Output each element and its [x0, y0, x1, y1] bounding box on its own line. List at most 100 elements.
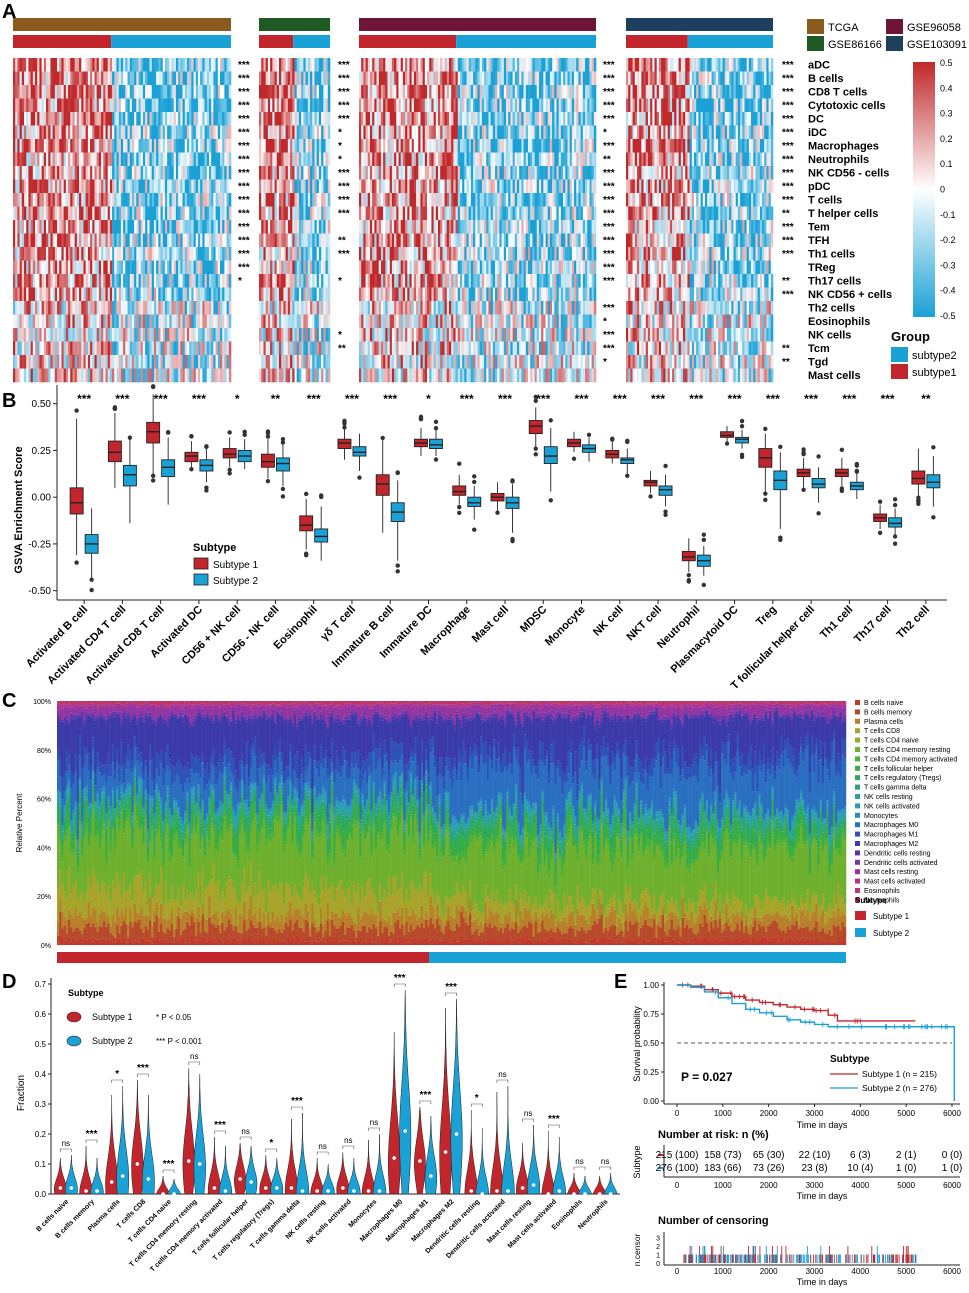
heat-cell [574, 152, 577, 167]
heat-cell [193, 287, 197, 302]
heat-cell [376, 193, 380, 207]
heat-cell [164, 341, 168, 356]
heat-cell [116, 341, 119, 356]
heat-cell [101, 287, 104, 302]
heat-cell [323, 152, 326, 167]
heat-cell [391, 125, 395, 140]
heat-cell [567, 152, 570, 167]
heat-cell [427, 112, 430, 126]
heat-cell [486, 125, 489, 140]
heat-cell [387, 206, 391, 221]
heat-cell [200, 125, 203, 140]
heat-cell [312, 220, 315, 234]
heat-cell [193, 368, 197, 383]
heat-cell [519, 112, 522, 126]
heat-cell [554, 233, 557, 248]
heat-cell [162, 98, 166, 113]
heat-cell [30, 355, 34, 369]
heat-cell [125, 179, 128, 194]
heat-cell [374, 233, 377, 248]
heat-cell [180, 233, 183, 248]
heat-cell [276, 233, 280, 248]
heat-cell [149, 247, 153, 261]
heat-cell [131, 220, 135, 234]
heat-cell [79, 220, 82, 234]
heat-cell [92, 220, 95, 234]
heat-cell [305, 341, 309, 356]
heat-cell [81, 368, 84, 383]
heat-cell [35, 112, 38, 126]
heat-cell [372, 139, 375, 153]
heat-cell [180, 58, 183, 72]
heat-cell [440, 98, 443, 113]
heat-cell [13, 193, 16, 207]
heat-cell [363, 98, 366, 113]
heat-cell [15, 355, 18, 369]
heat-cell [294, 355, 298, 369]
heat-cell [169, 314, 172, 329]
heat-cell [72, 301, 75, 315]
heat-cell [184, 274, 188, 288]
heat-cell [175, 71, 179, 86]
heat-cell [477, 193, 480, 207]
heat-cell [74, 220, 78, 234]
heat-cell [116, 58, 119, 72]
heat-cell [376, 125, 380, 140]
heat-cell [261, 301, 264, 315]
heat-cell [490, 125, 494, 140]
heat-cell [582, 98, 586, 113]
heat-cell [418, 233, 421, 248]
heat-cell [162, 247, 166, 261]
heat-cell [501, 85, 505, 99]
heat-cell [197, 85, 201, 99]
heat-cell [46, 274, 49, 288]
heat-cell [61, 328, 64, 342]
heat-cell [171, 71, 175, 86]
heat-cell [549, 274, 553, 288]
heat-cell [424, 233, 428, 248]
heat-cell [547, 125, 551, 140]
heat-cell [369, 274, 373, 288]
heat-cell [574, 139, 577, 153]
heat-cell [457, 274, 461, 288]
heat-cell [41, 260, 45, 275]
heat-cell [175, 85, 179, 99]
heat-cell [125, 314, 128, 329]
heat-cell [545, 260, 549, 275]
heat-cell [167, 152, 170, 167]
heat-cell [125, 152, 128, 167]
heat-cell [48, 112, 51, 126]
heat-cell [134, 287, 137, 302]
heat-cell [136, 98, 139, 113]
heat-cell [444, 220, 448, 234]
heat-cell [292, 328, 295, 342]
heat-cell [327, 328, 331, 342]
heat-cell [43, 112, 47, 126]
heat-cell [369, 139, 373, 153]
heat-cell [107, 152, 111, 167]
heat-cell [442, 112, 445, 126]
heat-cell [184, 260, 188, 275]
heat-cell [292, 71, 295, 86]
heat-cell [433, 152, 437, 167]
heat-cell [274, 233, 278, 248]
heat-cell [444, 233, 448, 248]
heat-cell [593, 112, 597, 126]
heat-cell [413, 71, 417, 86]
heat-cell [228, 152, 232, 167]
heat-cell [488, 152, 491, 167]
heat-cell [228, 193, 232, 207]
heat-cell [101, 206, 104, 221]
heat-cell [541, 233, 544, 248]
heat-cell [267, 125, 271, 140]
heat-cell [468, 58, 472, 72]
heat-cell [558, 58, 562, 72]
heat-cell [63, 71, 67, 86]
heat-cell [276, 58, 280, 72]
heat-cell [486, 98, 489, 113]
heat-cell [359, 260, 362, 275]
heat-cell [301, 341, 304, 356]
heat-cell [145, 355, 148, 369]
heat-cell [547, 233, 551, 248]
heat-cell [274, 287, 278, 302]
